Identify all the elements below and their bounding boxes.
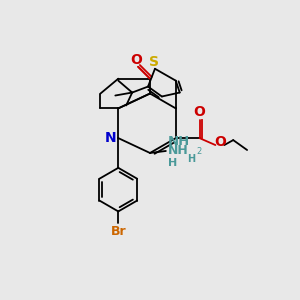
Text: O: O <box>130 53 142 67</box>
Text: Br: Br <box>110 225 126 238</box>
Text: 2: 2 <box>196 148 202 157</box>
Text: S: S <box>149 55 159 69</box>
Text: H: H <box>168 158 177 168</box>
Text: NH: NH <box>168 143 189 157</box>
Text: N: N <box>105 131 116 145</box>
Text: H: H <box>187 154 195 164</box>
Text: O: O <box>214 135 226 149</box>
Text: NH: NH <box>168 135 190 148</box>
Text: O: O <box>194 105 206 119</box>
